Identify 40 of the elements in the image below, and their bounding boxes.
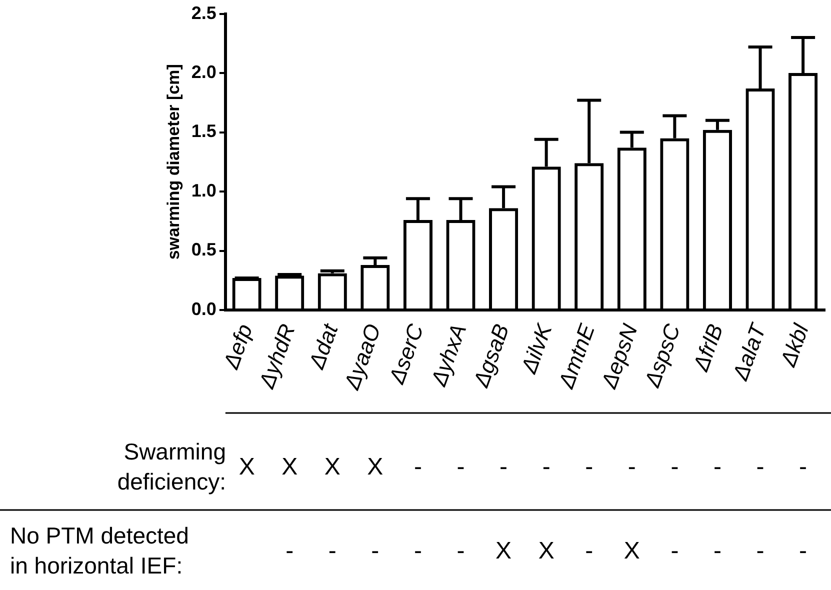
text: - [286,538,294,565]
text: - [456,538,465,565]
text: X [496,538,512,565]
text: - [328,538,336,565]
text: - [670,538,679,565]
text: X [538,538,554,565]
y-tick-label: 0.0 [191,298,216,319]
x-tick-label: ΔserC [384,320,428,388]
text: - [371,538,380,565]
text: - [756,538,764,565]
text: Swarming deficiency: [117,438,226,494]
text: - [799,454,808,481]
text: X [324,454,340,481]
text: X [367,454,384,481]
text: X [282,454,298,481]
y-tick-label: 1.5 [191,121,216,142]
y-axis-title: swarming diameter [cm] [164,64,183,260]
y-tick-label: 1.0 [191,180,216,200]
y-tick-label: 2.5 [191,2,216,23]
x-tick-label: Δkbl [775,320,814,371]
text: - [585,454,594,481]
text: - [456,454,465,481]
text: - [670,454,679,481]
x-tick-label: ΔfrlB [688,320,728,376]
text: - [756,454,764,481]
text: - [414,454,422,481]
text: - [628,454,636,481]
text: X [624,538,640,565]
text: X [238,454,255,481]
text: - [585,538,594,565]
text: No PTM detected in horizontal IEF: [10,522,189,578]
text: - [799,538,808,565]
text: - [414,538,422,565]
y-tick-label: 0.5 [191,240,216,260]
x-tick-label: ΔalaT [727,319,772,384]
y-tick-label: 2.0 [191,62,216,82]
text: - [713,538,722,565]
text: - [542,454,550,481]
text: - [713,454,722,481]
text: - [500,454,508,481]
